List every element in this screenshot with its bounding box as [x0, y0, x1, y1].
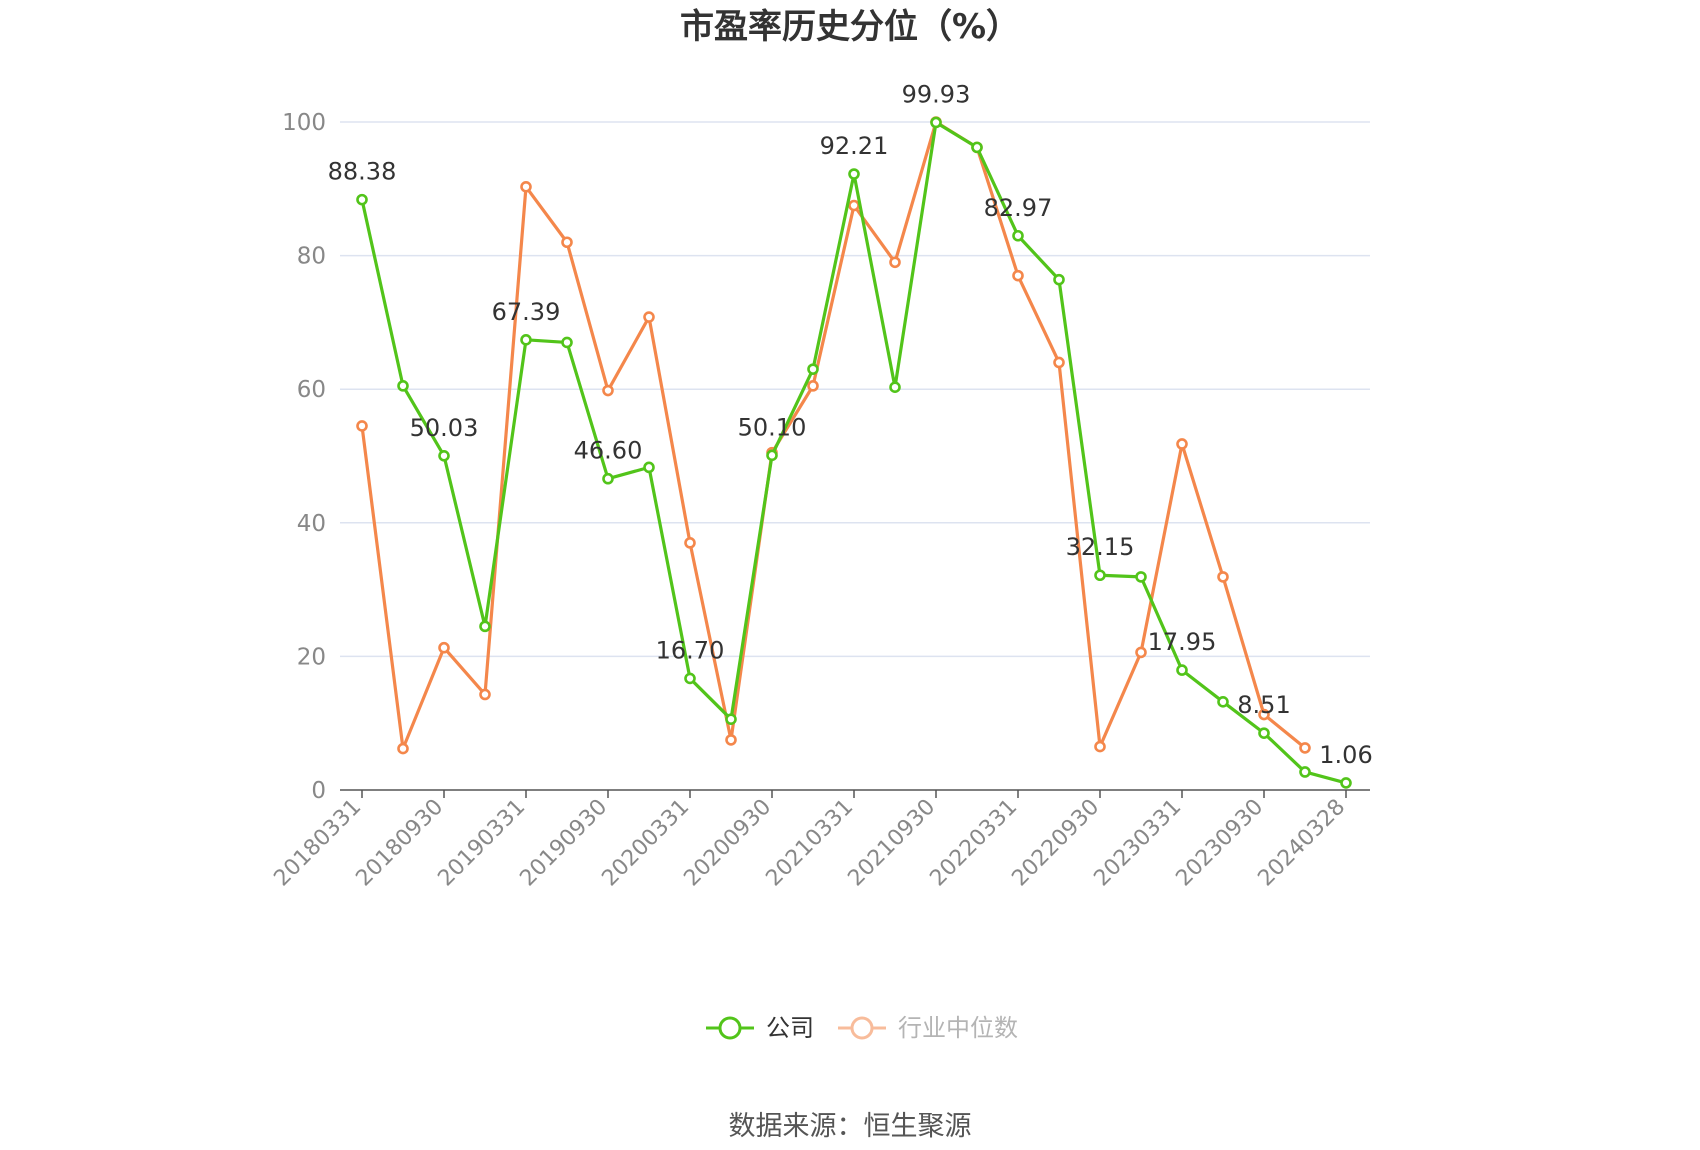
data-point-industry-20220930	[1094, 740, 1106, 753]
x-tick-label-20190930: 20190930	[515, 795, 612, 892]
data-point-industry-20180331	[356, 420, 368, 432]
data-point-company-20190331	[520, 334, 532, 346]
series-line-industry-median	[360, 120, 1307, 751]
data-label-company-20180331: 88.38	[328, 158, 397, 186]
data-point-company-20200930	[766, 449, 778, 462]
data-point-company-20240328	[1340, 777, 1352, 789]
data-label-company-20220331: 82.97	[984, 194, 1053, 222]
data-point-industry-20190331	[520, 180, 532, 193]
data-label-company-20220930: 32.15	[1066, 533, 1135, 561]
data-point-industry-20180930	[438, 641, 450, 654]
data-point-company-20230331	[1176, 664, 1188, 676]
x-tick-label-20230930: 20230930	[1171, 795, 1268, 892]
data-point-company-20190630	[561, 336, 573, 349]
x-tick-label-20220331: 20220331	[925, 795, 1022, 892]
x-tick-label-20240328: 20240328	[1253, 795, 1350, 892]
legend-industry-marker	[850, 1016, 874, 1040]
data-point-company-20220630	[1053, 273, 1065, 286]
x-tick-label-20180331: 20180331	[269, 795, 366, 892]
data-point-industry-20201231	[807, 380, 819, 392]
data-point-company-20230630	[1217, 696, 1229, 708]
data-point-industry-20190630	[561, 236, 573, 249]
x-tick-label-20210331: 20210331	[761, 795, 858, 892]
series-line-company	[360, 120, 1347, 785]
x-tick-label-20180930: 20180930	[351, 795, 448, 892]
chart-title: 市盈率历史分位（%）	[680, 7, 1020, 47]
data-point-industry-20230331	[1176, 438, 1188, 450]
data-label-company-20180930: 50.03	[410, 414, 479, 442]
y-tick-label-0: 0	[311, 778, 326, 804]
data-point-company-20180630	[397, 380, 409, 392]
data-point-industry-20230630	[1217, 571, 1229, 583]
data-point-company-20200630	[725, 713, 737, 725]
data-point-industry-20231231	[1299, 742, 1311, 754]
data-point-company-20210630	[889, 381, 901, 393]
data-point-industry-20230930	[1258, 708, 1270, 721]
grid-lines	[340, 121, 1370, 658]
x-tick-label-20200930: 20200930	[679, 795, 776, 892]
data-point-industry-20210331	[848, 199, 860, 212]
data-point-industry-20190930	[602, 384, 614, 397]
data-point-company-20220331	[1012, 229, 1024, 242]
data-point-company-20180331	[356, 193, 368, 206]
x-tick-label-20220930: 20220930	[1007, 795, 1104, 892]
y-tick-label-60: 60	[297, 377, 326, 403]
data-point-industry-20220630	[1053, 356, 1065, 369]
x-axis: 2018033120180930201903312019093020200331…	[269, 789, 1370, 892]
x-tick-label-20210930: 20210930	[843, 795, 940, 892]
data-point-industry-20200331	[684, 537, 696, 549]
series-company	[356, 116, 1352, 789]
y-axis: 0 20 40 60 80 100	[282, 110, 326, 804]
data-point-company-20211231	[971, 141, 983, 154]
data-point-company-20231231	[1299, 766, 1311, 778]
legend-company-label: 公司	[766, 1014, 814, 1042]
data-point-company-20221230	[1135, 571, 1147, 583]
data-point-company-20201231	[807, 363, 819, 375]
data-point-company-20190930	[602, 472, 614, 485]
legend-company-marker	[718, 1016, 742, 1040]
data-point-industry-20210630	[889, 256, 901, 269]
y-tick-label-40: 40	[297, 511, 326, 537]
data-point-company-20181231	[479, 620, 491, 633]
legend[interactable]: 公司 行业中位数	[706, 1014, 1018, 1042]
data-point-company-20210930	[930, 116, 942, 129]
data-label-company-20230331: 17.95	[1148, 628, 1217, 656]
data-point-industry-20181231	[479, 688, 491, 701]
series-lines	[356, 116, 1352, 789]
series-industry-median	[356, 116, 1311, 755]
data-point-company-20230930	[1258, 727, 1270, 739]
data-point-industry-20180630	[397, 742, 409, 755]
data-point-company-20220930	[1094, 569, 1106, 582]
legend-item-company[interactable]: 公司	[706, 1014, 814, 1042]
y-tick-label-80: 80	[297, 244, 326, 270]
y-tick-label-20: 20	[297, 644, 326, 670]
data-point-company-20200331	[684, 672, 696, 685]
data-point-industry-20220331	[1012, 269, 1024, 282]
legend-item-industry[interactable]: 行业中位数	[838, 1014, 1018, 1042]
data-point-company-20180930	[438, 449, 450, 462]
data-label-company-20240328: 1.06	[1319, 741, 1372, 769]
data-point-industry-20200630	[725, 734, 737, 746]
data-label-company-20200930: 50.10	[738, 413, 807, 441]
y-tick-label-100: 100	[282, 110, 326, 136]
data-point-company-20191231	[643, 461, 655, 474]
data-label-company-20200331: 16.70	[656, 636, 725, 664]
data-label-company-20190331: 67.39	[492, 298, 561, 326]
data-point-industry-20191231	[643, 311, 655, 323]
data-label-company-20190930: 46.60	[574, 437, 643, 465]
data-point-company-20210331	[848, 168, 860, 180]
x-tick-label-20190331: 20190331	[433, 795, 530, 892]
legend-industry-label: 行业中位数	[898, 1014, 1018, 1042]
data-labels: 88.38 50.03 67.39 46.60 16.70 50.10 92.21 99.93…	[328, 80, 1373, 768]
data-label-company-20230930: 8.51	[1237, 691, 1290, 719]
data-label-company-20210331: 92.21	[820, 132, 889, 160]
data-source-note: 数据来源：恒生聚源	[729, 1111, 972, 1142]
data-label-company-20210930: 99.93	[902, 80, 971, 108]
x-tick-label-20200331: 20200331	[597, 795, 694, 892]
x-tick-label-20230331: 20230331	[1089, 795, 1186, 892]
data-point-industry-20221230	[1135, 646, 1147, 659]
